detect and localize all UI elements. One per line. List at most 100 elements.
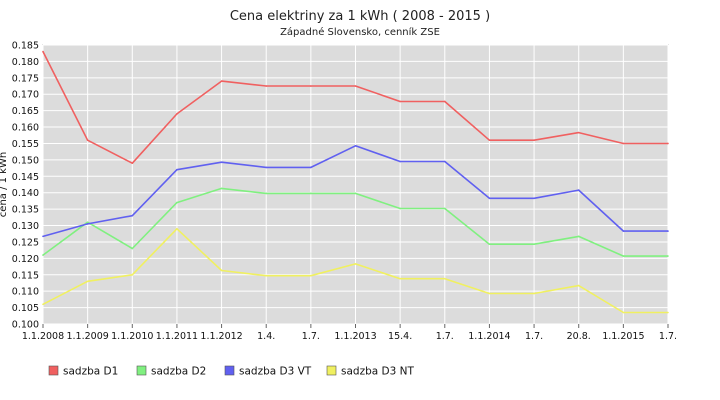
data-point	[176, 201, 178, 204]
data-point	[533, 139, 535, 141]
x-tick-label: 1.1.2015	[602, 331, 644, 342]
x-tick-label: 1.1.2014	[468, 331, 510, 342]
y-tick-label: 0.155	[12, 139, 39, 150]
data-point	[310, 166, 312, 169]
x-tick-label: 1.1.2013	[334, 331, 376, 342]
data-point	[488, 243, 491, 246]
data-point	[577, 284, 580, 287]
data-point	[86, 223, 89, 225]
y-tick-label: 0.145	[12, 172, 39, 183]
data-point	[443, 207, 446, 210]
data-point	[577, 235, 580, 238]
data-point	[622, 311, 625, 314]
data-point	[488, 292, 491, 295]
data-point	[443, 100, 446, 103]
data-point	[220, 161, 223, 163]
legend-swatch	[48, 365, 59, 376]
data-point	[42, 50, 44, 53]
x-tick-label: 1.4.	[257, 331, 275, 342]
data-point	[42, 303, 44, 306]
data-point	[42, 235, 44, 238]
data-point	[42, 254, 44, 256]
data-point	[488, 139, 491, 141]
y-tick-label: 0.175	[12, 73, 39, 84]
data-point	[622, 230, 625, 232]
data-point	[310, 274, 312, 277]
chart-title: Cena elektriny za 1 kWh ( 2008 - 2015 )	[230, 9, 490, 24]
data-point	[354, 263, 357, 265]
y-tick-label: 0.135	[12, 205, 39, 216]
legend-swatch	[224, 365, 235, 376]
legend-item-1: sadzba D1	[48, 365, 118, 378]
data-point	[265, 192, 268, 195]
legend-item-2: sadzba D2	[136, 365, 206, 378]
data-point	[533, 243, 535, 246]
legend-item-3: sadzba D3 VT	[224, 365, 312, 378]
y-tick-label: 0.185	[12, 41, 39, 52]
legend-swatch	[326, 365, 337, 376]
y-tick-label: 0.180	[12, 57, 39, 68]
data-point	[667, 311, 669, 314]
data-point	[354, 192, 357, 195]
x-tick-label: 1.7.	[659, 331, 677, 342]
series-lines	[42, 50, 669, 314]
data-point	[488, 197, 491, 200]
y-tick-label: 0.100	[12, 320, 39, 331]
y-tick-label: 0.105	[12, 303, 39, 314]
data-point	[399, 207, 401, 210]
data-point	[131, 214, 134, 217]
x-tick-label: 1.7.	[436, 331, 454, 342]
x-tick-label: 1.1.2008	[22, 331, 64, 342]
data-point	[622, 142, 625, 145]
data-point	[443, 160, 446, 163]
data-point	[577, 131, 580, 134]
x-tick-label: 20.8.	[567, 331, 591, 342]
data-point	[220, 187, 223, 190]
y-tick-label: 0.165	[12, 106, 39, 117]
data-point	[533, 197, 535, 200]
data-point	[667, 230, 669, 232]
data-point	[265, 85, 268, 87]
x-axis: 1.1.2008 1.1.2009 1.1.2010 1.1.2011 1.1.2012…	[22, 324, 677, 342]
y-tick-label: 0.140	[12, 188, 39, 199]
y-tick-label: 0.120	[12, 254, 39, 265]
legend-label: sadzba D3 NT	[341, 366, 414, 378]
data-point	[533, 292, 535, 295]
y-tick-label: 0.125	[12, 237, 39, 248]
data-point	[399, 100, 401, 103]
data-point	[176, 113, 178, 115]
data-point	[131, 247, 134, 250]
y-tick-label: 0.150	[12, 155, 39, 166]
data-point	[131, 273, 134, 276]
data-point	[354, 144, 357, 147]
x-tick-label: 1.1.2009	[66, 331, 108, 342]
data-point	[86, 280, 89, 283]
data-point	[265, 274, 268, 277]
data-point	[667, 255, 669, 257]
legend-label: sadzba D1	[63, 366, 118, 378]
chart-subtitle: Západné Slovensko, cenník ZSE	[280, 26, 440, 38]
data-point	[265, 166, 268, 169]
data-point	[220, 269, 223, 272]
legend-swatch	[136, 365, 147, 376]
data-point	[131, 162, 134, 164]
data-point	[667, 142, 669, 145]
data-point	[310, 85, 312, 87]
data-point	[577, 189, 580, 191]
data-point	[176, 228, 178, 230]
data-point	[622, 255, 625, 257]
data-point	[310, 192, 312, 195]
x-tick-label: 1.7.	[525, 331, 543, 342]
x-tick-label: 1.7.	[302, 331, 320, 342]
y-tick-label: 0.160	[12, 123, 39, 134]
legend: sadzba D1 sadzba D2 sadzba D3 VT sadzba D3 …	[48, 365, 414, 378]
y-tick-label: 0.110	[12, 287, 39, 298]
x-tick-label: 1.1.2012	[200, 331, 242, 342]
x-tick-label: 1.1.2011	[156, 331, 198, 342]
data-point	[176, 168, 178, 171]
data-point	[220, 80, 223, 82]
y-tick-label: 0.130	[12, 221, 39, 232]
y-tick-label: 0.170	[12, 90, 39, 101]
y-axis-label: cena / 1 kWh	[0, 152, 9, 217]
